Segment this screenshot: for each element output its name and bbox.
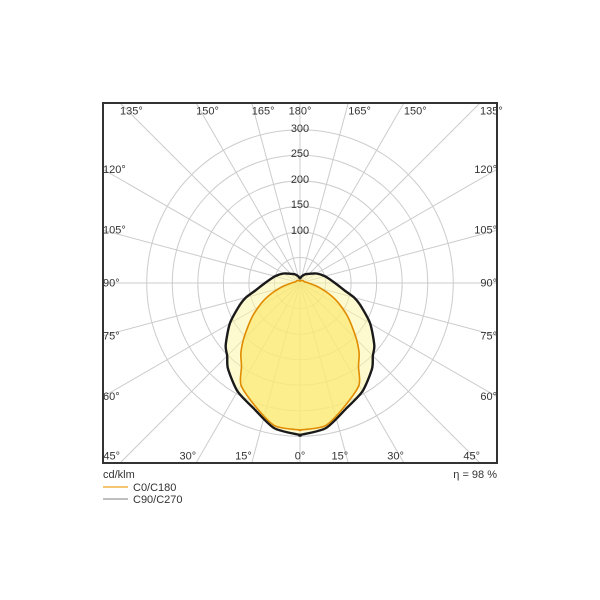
svg-text:105°: 105° — [474, 225, 497, 237]
svg-text:75°: 75° — [103, 330, 120, 342]
svg-text:150: 150 — [291, 199, 309, 211]
svg-text:30°: 30° — [387, 451, 404, 463]
svg-text:45°: 45° — [103, 451, 120, 463]
svg-text:75°: 75° — [480, 330, 497, 342]
svg-text:180°: 180° — [289, 106, 312, 118]
svg-text:100: 100 — [291, 225, 309, 237]
svg-text:165°: 165° — [348, 106, 371, 118]
svg-text:0°: 0° — [295, 451, 306, 463]
svg-text:300: 300 — [291, 123, 309, 135]
svg-text:250: 250 — [291, 148, 309, 160]
svg-text:15°: 15° — [332, 451, 349, 463]
svg-text:150°: 150° — [196, 106, 219, 118]
svg-text:120°: 120° — [474, 164, 497, 176]
svg-text:45°: 45° — [463, 451, 480, 463]
svg-text:90°: 90° — [103, 278, 120, 290]
svg-text:η = 98 %: η = 98 % — [453, 469, 497, 481]
svg-text:105°: 105° — [103, 225, 126, 237]
svg-text:C90/C270: C90/C270 — [133, 494, 183, 506]
svg-text:60°: 60° — [480, 391, 497, 403]
svg-text:135°: 135° — [480, 106, 503, 118]
svg-text:90°: 90° — [480, 278, 497, 290]
svg-text:120°: 120° — [103, 164, 126, 176]
svg-text:165°: 165° — [252, 106, 275, 118]
svg-text:200: 200 — [291, 174, 309, 186]
svg-text:15°: 15° — [235, 451, 252, 463]
svg-text:150°: 150° — [404, 106, 427, 118]
svg-text:135°: 135° — [120, 106, 143, 118]
svg-text:60°: 60° — [103, 391, 120, 403]
svg-text:C0/C180: C0/C180 — [133, 482, 176, 494]
svg-text:30°: 30° — [179, 451, 196, 463]
svg-text:cd/klm: cd/klm — [103, 469, 135, 481]
